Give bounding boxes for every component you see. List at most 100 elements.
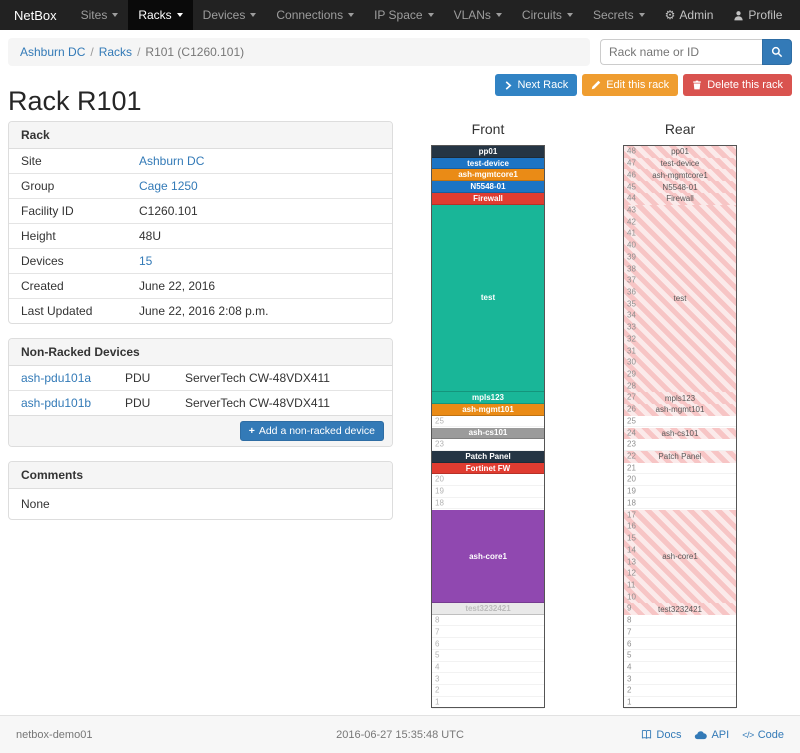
device-n5548-01[interactable]: N5548-01 xyxy=(432,181,544,193)
nav-item-racks[interactable]: Racks xyxy=(128,0,193,30)
code-link[interactable]: </> Code xyxy=(742,729,784,741)
breadcrumb-link[interactable]: Ashburn DC xyxy=(20,45,86,59)
breadcrumb: Ashburn DC / Racks / R101 (C1260.101) xyxy=(8,38,590,66)
footer-link-label: API xyxy=(711,728,730,741)
nav-item-secrets[interactable]: Secrets xyxy=(583,0,655,30)
api-link[interactable]: API xyxy=(694,729,729,741)
chevron-down-icon xyxy=(348,13,355,17)
pencil-icon xyxy=(591,80,601,90)
search-button[interactable] xyxy=(762,39,792,65)
table-row: Last Updated June 22, 2016 2:08 p.m. xyxy=(9,298,392,323)
device-pp01[interactable]: pp01 xyxy=(432,146,544,158)
device-test[interactable]: test xyxy=(624,204,736,393)
nav-item-connections[interactable]: Connections xyxy=(266,0,364,30)
device-pp01[interactable]: pp01 xyxy=(624,146,736,158)
trash-icon xyxy=(693,80,701,90)
row-value-link[interactable]: Ashburn DC xyxy=(139,154,205,168)
search-input[interactable] xyxy=(600,39,762,65)
device-ash-core1[interactable]: ash-core1 xyxy=(624,509,736,604)
rack-unit-7: 7 xyxy=(624,626,736,639)
navbar: NetBox Sites Racks Devices Connections IP Sp… xyxy=(0,0,800,30)
footer-timestamp: 2016-06-27 15:35:48 UTC xyxy=(336,728,464,741)
table-row: ash-pdu101a PDU ServerTech CW-48VDX411 xyxy=(9,366,392,390)
device-model-cell: ServerTech CW-48VDX411 xyxy=(185,396,330,410)
device-firewall[interactable]: Firewall xyxy=(432,192,544,205)
nav-item-devices[interactable]: Devices xyxy=(193,0,267,30)
docs-link[interactable]: Docs xyxy=(641,729,681,741)
next-rack-button[interactable]: Next Rack xyxy=(495,74,578,96)
row-value-link[interactable]: 15 xyxy=(139,254,153,268)
unit-number: 28 xyxy=(627,381,636,391)
table-row: Facility ID C1260.101 xyxy=(9,198,392,223)
device-link[interactable]: ash-pdu101a xyxy=(21,371,92,385)
nav-item-profile[interactable]: Profile xyxy=(723,0,792,30)
row-label: Last Updated xyxy=(21,304,93,318)
delete-rack-button[interactable]: Delete this rack xyxy=(683,74,792,96)
device-fortinet-fw[interactable]: Fortinet FW xyxy=(432,462,544,475)
nav-item-admin[interactable]: ⚙ Admin xyxy=(655,0,724,30)
edit-rack-button[interactable]: Edit this rack xyxy=(582,74,679,96)
device-ash-cs101[interactable]: ash-cs101 xyxy=(432,427,544,440)
unit-number: 15 xyxy=(627,533,636,543)
nav-item-label: Profile xyxy=(748,8,783,22)
row-label: Group xyxy=(21,179,55,193)
table-row: Height 48U xyxy=(9,223,392,248)
rear-elevation: Rear 48 47 46 45 44 43 42 41 40 39 38 37 36 35 34 33 32 3… xyxy=(623,121,737,709)
device-test3232421[interactable]: test3232421 xyxy=(624,603,736,616)
device-ash-core1[interactable]: ash-core1 xyxy=(432,509,544,604)
device-mpls123[interactable]: mpls123 xyxy=(624,392,736,405)
table-row: Group Cage 1250 xyxy=(9,173,392,198)
device-mpls123[interactable]: mpls123 xyxy=(432,392,544,405)
rack-unit-23: 23 xyxy=(432,439,544,451)
row-value-text: C1260.101 xyxy=(139,204,198,218)
breadcrumb-link[interactable]: Racks xyxy=(98,45,133,59)
add-nonracked-device-button[interactable]: + Add a non-racked device xyxy=(239,421,384,441)
device-test-device[interactable]: test-device xyxy=(432,157,544,170)
table-row: Created June 22, 2016 xyxy=(9,273,392,298)
nav-item-circuits[interactable]: Circuits xyxy=(512,0,583,30)
unit-number: 33 xyxy=(627,322,636,332)
unit-number: 12 xyxy=(627,568,636,578)
row-value-link[interactable]: Cage 1250 xyxy=(139,179,198,193)
chevron-down-icon xyxy=(250,13,257,17)
chevron-down-icon xyxy=(495,13,502,17)
device-ash-mgmtcore1[interactable]: ash-mgmtcore1 xyxy=(432,169,544,182)
rack-unit-2: 2 xyxy=(432,685,544,697)
device-name-cell: ash-pdu101a xyxy=(9,366,119,390)
row-label: Height xyxy=(21,229,56,243)
nav-item-vlans[interactable]: VLANs xyxy=(444,0,512,30)
rack-info-body: Site Ashburn DC Group Cage 1250 Facility ID C… xyxy=(9,149,392,323)
rack-unit-21: 21 xyxy=(624,462,736,475)
rack-unit-25: 25 xyxy=(624,416,736,428)
navbar-right: ⚙ Admin Profile Log out xyxy=(655,0,800,30)
unit-number: 17 xyxy=(627,510,636,520)
device-link[interactable]: ash-pdu101b xyxy=(21,396,92,410)
device-model-cell: ServerTech CW-48VDX411 xyxy=(185,371,330,385)
navbar-brand[interactable]: NetBox xyxy=(14,7,57,23)
device-role-cell: PDU xyxy=(125,371,151,385)
device-firewall[interactable]: Firewall xyxy=(624,192,736,205)
page-title: Rack R101 xyxy=(8,86,142,116)
device-ash-mgmtcore1[interactable]: ash-mgmtcore1 xyxy=(624,169,736,182)
device-ash-cs101[interactable]: ash-cs101 xyxy=(624,427,736,440)
unit-number: 19 xyxy=(435,486,444,496)
nonracked-panel-heading: Non-Racked Devices xyxy=(9,339,392,366)
nav-item-sites[interactable]: Sites xyxy=(71,0,129,30)
device-test-device[interactable]: test-device xyxy=(624,157,736,170)
device-ash-mgmt101[interactable]: ash-mgmt101 xyxy=(432,404,544,416)
device-patch-panel[interactable]: Patch Panel xyxy=(432,450,544,463)
unit-number: 6 xyxy=(435,639,440,649)
book-icon xyxy=(642,730,652,739)
unit-number: 10 xyxy=(627,592,636,602)
device-n5548-01[interactable]: N5548-01 xyxy=(624,181,736,193)
nav-item-ip-space[interactable]: IP Space xyxy=(364,0,443,30)
rack-unit-1: 1 xyxy=(432,697,544,709)
unit-number: 7 xyxy=(435,627,440,637)
device-test3232421[interactable]: test3232421 xyxy=(432,603,544,616)
device-ash-mgmt101[interactable]: ash-mgmt101 xyxy=(624,404,736,416)
code-icon: </> xyxy=(742,729,754,740)
device-test[interactable]: test xyxy=(432,204,544,393)
nav-item-logout[interactable]: Log out xyxy=(792,0,800,30)
device-patch-panel[interactable]: Patch Panel xyxy=(624,450,736,463)
rack-unit-2: 2 xyxy=(624,685,736,697)
